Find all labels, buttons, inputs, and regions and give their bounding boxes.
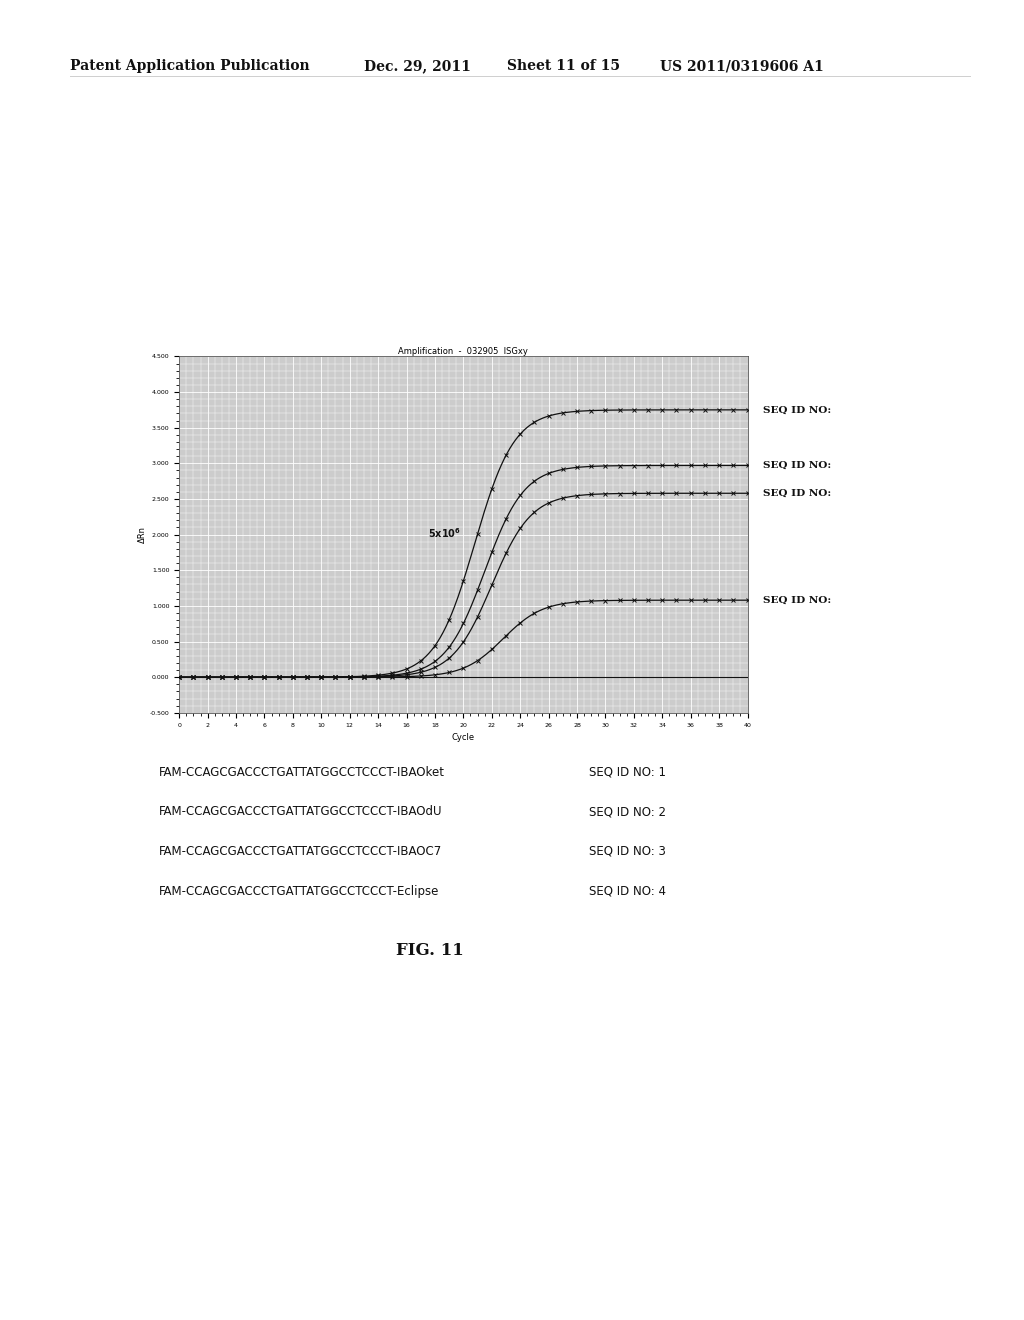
Text: $\mathbf{5x10^6}$: $\mathbf{5x10^6}$ <box>428 527 461 540</box>
Text: SEQ ID NO: 2: SEQ ID NO: 2 <box>589 805 666 818</box>
Y-axis label: ΔRn: ΔRn <box>138 527 147 543</box>
Text: SEQ ID NO: 1: SEQ ID NO: 1 <box>589 766 666 779</box>
X-axis label: Cycle: Cycle <box>452 733 475 742</box>
Text: SEQ ID NO: 3: SEQ ID NO: 3 <box>589 845 666 858</box>
Text: SEQ ID NO:: SEQ ID NO: <box>763 595 831 605</box>
Title: Amplification  -  032905  ISGxy: Amplification - 032905 ISGxy <box>398 347 528 355</box>
Text: FAM-CCAGCGACCCTGATTATGGCCTCCCT-IBAOdU: FAM-CCAGCGACCCTGATTATGGCCTCCCT-IBAOdU <box>159 805 442 818</box>
Text: Patent Application Publication: Patent Application Publication <box>70 59 309 74</box>
Text: SEQ ID NO: 4: SEQ ID NO: 4 <box>589 884 666 898</box>
Text: FAM-CCAGCGACCCTGATTATGGCCTCCCT-IBAOC7: FAM-CCAGCGACCCTGATTATGGCCTCCCT-IBAOC7 <box>159 845 442 858</box>
Text: SEQ ID NO:: SEQ ID NO: <box>763 405 831 414</box>
Text: SEQ ID NO:: SEQ ID NO: <box>763 461 831 470</box>
Text: SEQ ID NO:: SEQ ID NO: <box>763 488 831 498</box>
Text: FIG. 11: FIG. 11 <box>396 942 464 958</box>
Text: Dec. 29, 2011: Dec. 29, 2011 <box>364 59 470 74</box>
Text: Sheet 11 of 15: Sheet 11 of 15 <box>507 59 620 74</box>
Text: FAM-CCAGCGACCCTGATTATGGCCTCCCT-Eclipse: FAM-CCAGCGACCCTGATTATGGCCTCCCT-Eclipse <box>159 884 439 898</box>
Text: US 2011/0319606 A1: US 2011/0319606 A1 <box>660 59 824 74</box>
Text: FAM-CCAGCGACCCTGATTATGGCCTCCCT-IBAOket: FAM-CCAGCGACCCTGATTATGGCCTCCCT-IBAOket <box>159 766 444 779</box>
